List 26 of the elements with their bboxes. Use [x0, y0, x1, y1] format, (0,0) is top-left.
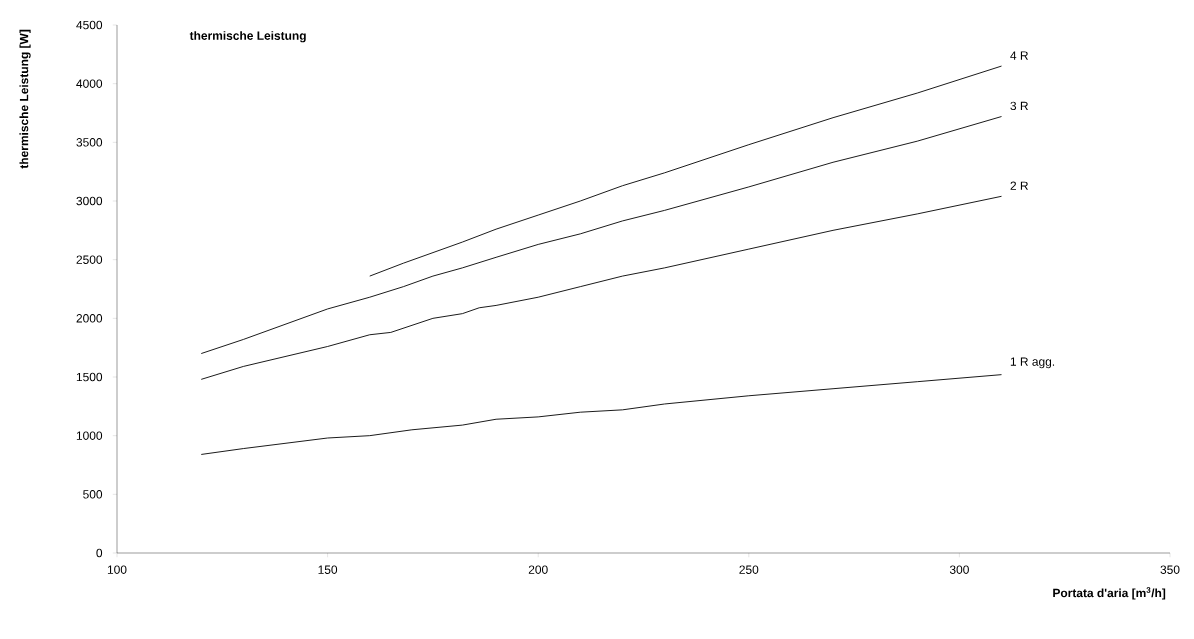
x-tick-label: 200 [528, 565, 548, 574]
x-axis-title: Portata d'aria [m$^{3}$/h] [1053, 587, 1166, 600]
x-tick-label: 150 [318, 565, 338, 574]
chart-title: thermische Leistung [189, 31, 306, 43]
y-tick-label: 500 [83, 490, 103, 499]
y-tick-label: 1000 [76, 431, 103, 440]
y-axis-title: thermische Leistung [W] [19, 29, 31, 169]
series-label: 1 R agg. [1010, 357, 1055, 369]
y-tick-label: 0 [96, 548, 103, 558]
y-tick-label: 1500 [76, 372, 103, 382]
y-tick-label: 2000 [76, 314, 103, 323]
y-tick-label: 3500 [76, 138, 103, 147]
line-series [200, 195, 1002, 380]
x-tick-label: 100 [107, 565, 127, 574]
y-tick-label: 3000 [76, 196, 103, 206]
y-tick-label: 4500 [76, 20, 103, 30]
line-series [200, 116, 1002, 354]
y-tick-label: 2500 [76, 255, 103, 264]
y-tick-label: 4000 [76, 79, 103, 88]
x-tick-label: 300 [949, 565, 969, 574]
series-label: 2 R [1010, 181, 1028, 190]
series-label: 4 R [1010, 51, 1028, 60]
line-series [200, 374, 1002, 455]
x-tick-label: 250 [739, 565, 759, 574]
series-label: 3 R [1010, 101, 1028, 111]
x-tick-label: 350 [1160, 565, 1180, 574]
